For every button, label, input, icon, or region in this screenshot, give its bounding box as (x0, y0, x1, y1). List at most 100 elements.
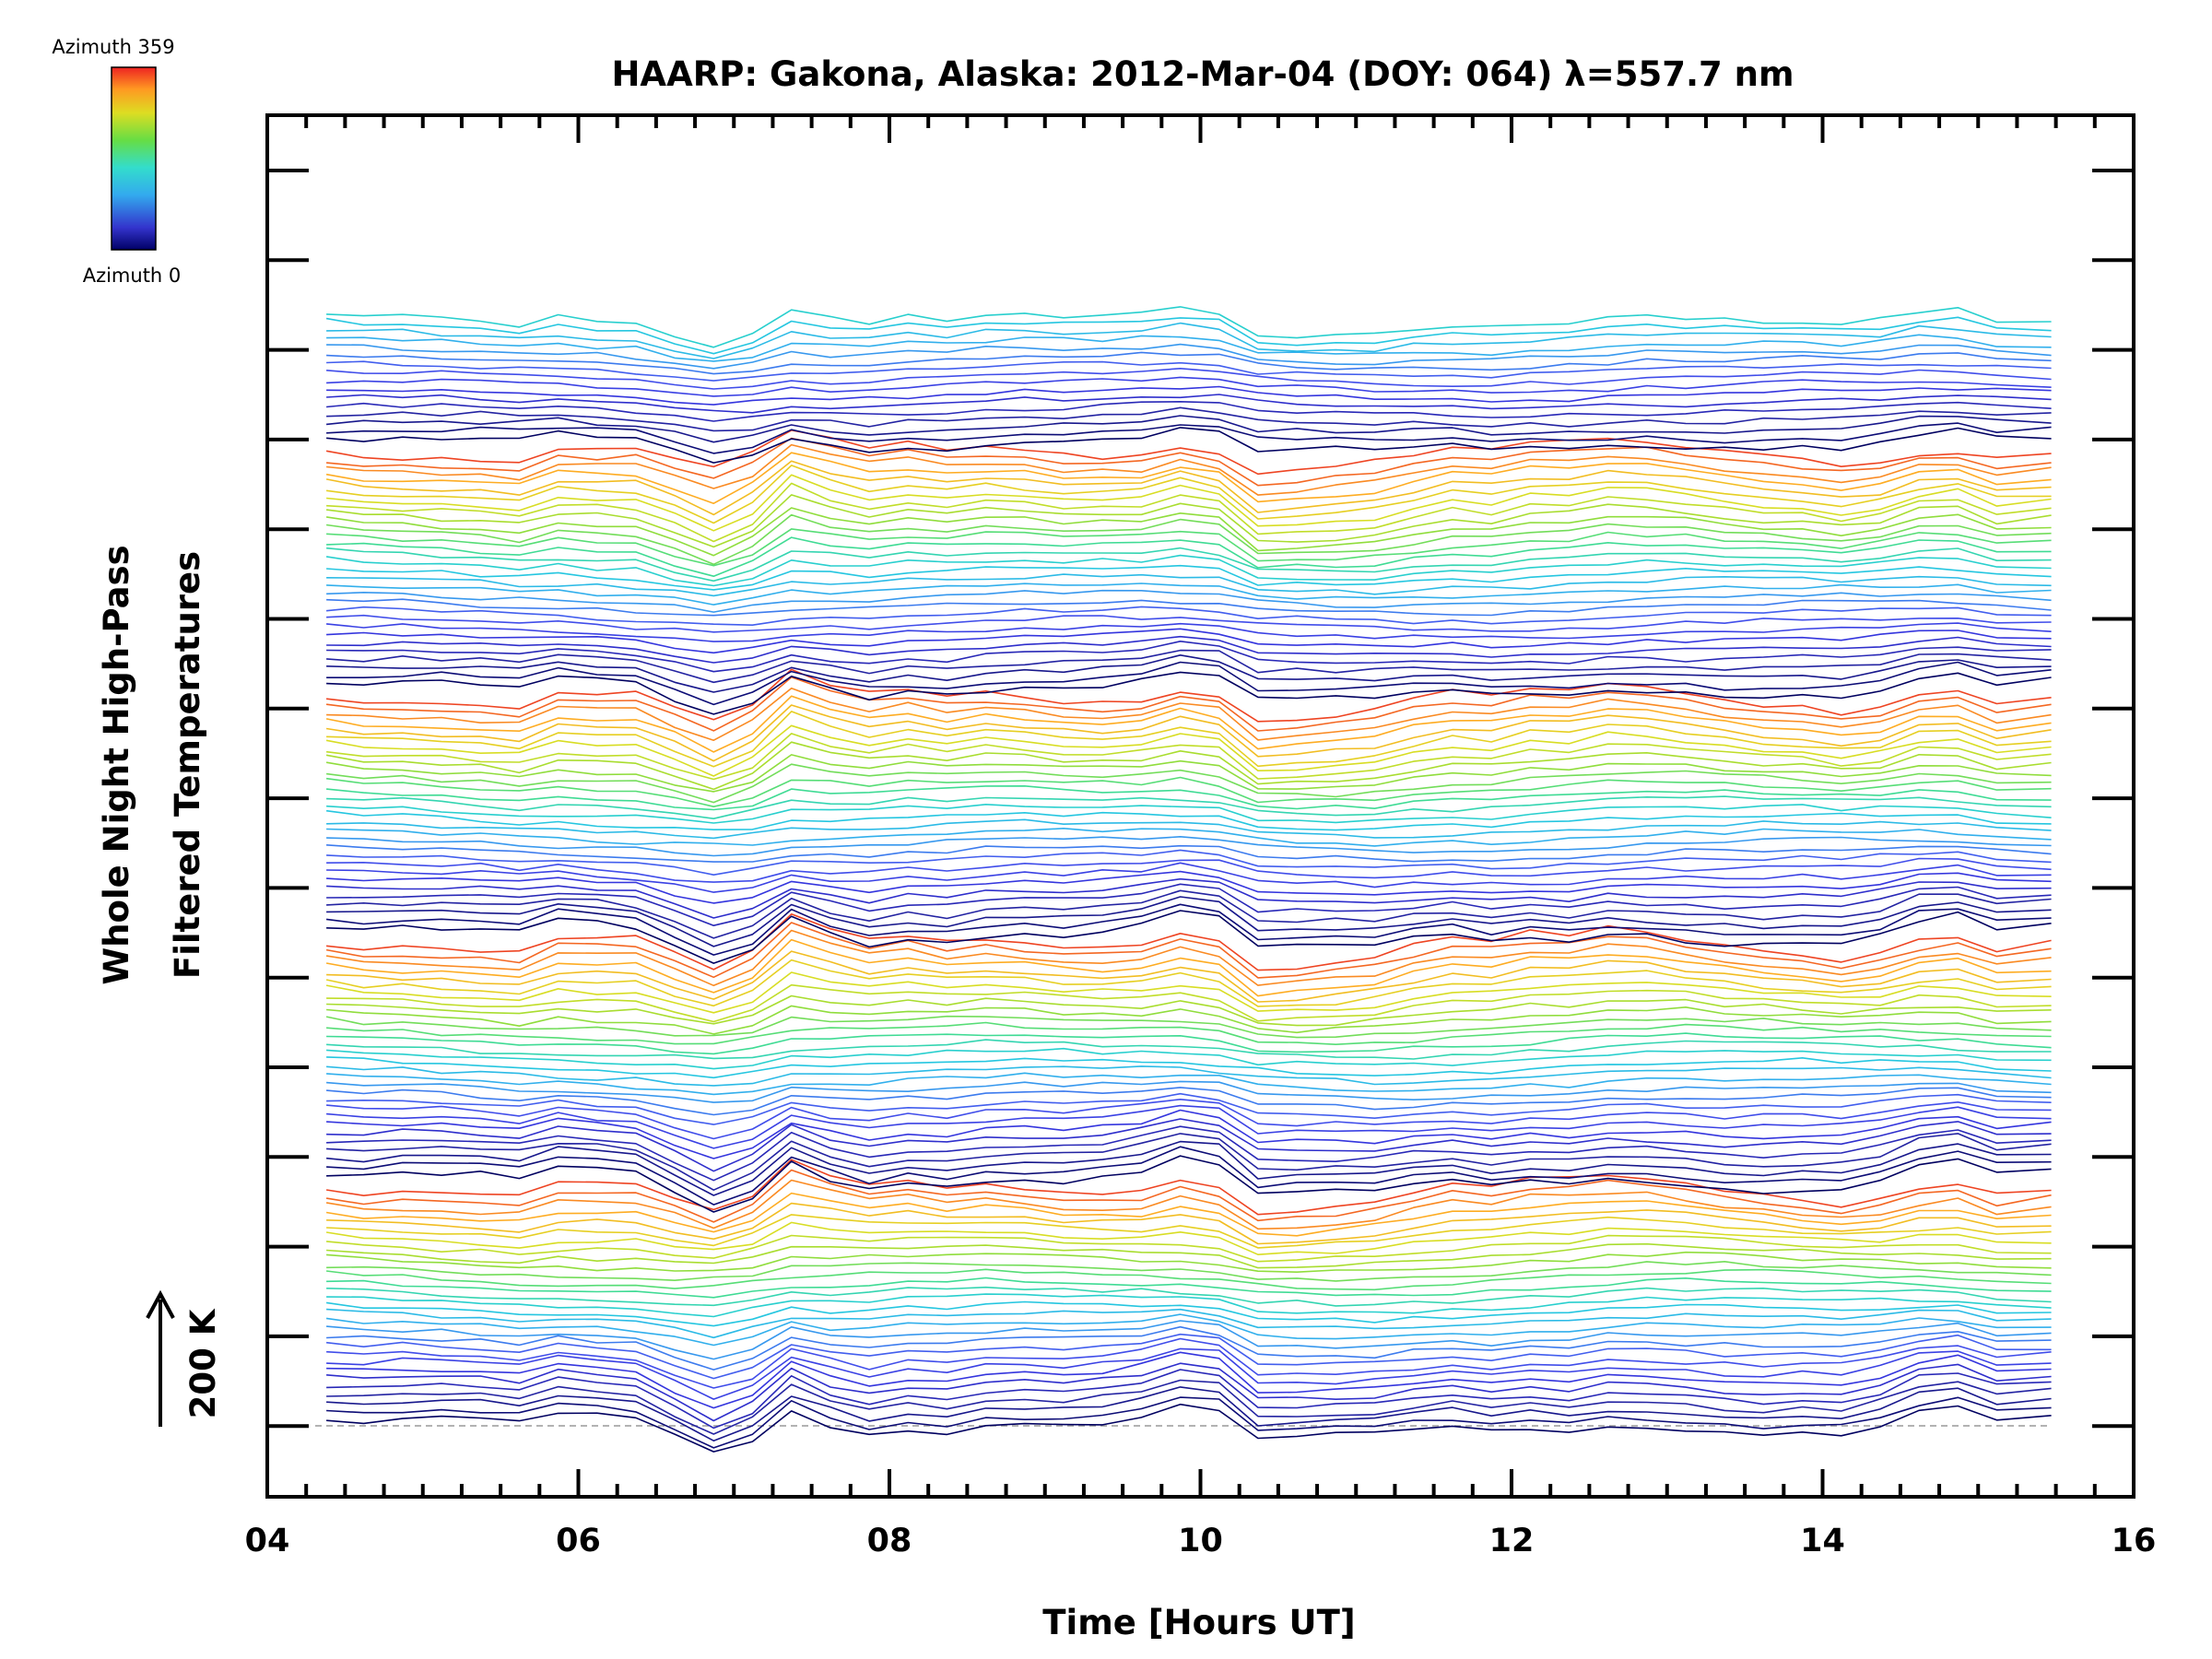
temperature-trace (326, 606, 2052, 627)
temperature-trace (326, 422, 2052, 454)
temperature-trace (326, 394, 2052, 414)
trace-group (325, 306, 2052, 1453)
temperature-trace (325, 929, 2052, 987)
temperature-trace (326, 763, 2052, 804)
x-axis-label: Time [Hours UT] (1042, 1603, 1355, 1642)
temperature-trace (326, 1021, 2052, 1045)
temperature-trace (326, 950, 2052, 1003)
temperature-trace (325, 1159, 2052, 1216)
temperature-trace (326, 406, 2052, 432)
temperature-trace (326, 573, 2052, 597)
temperature-trace (326, 870, 2052, 904)
temperature-trace (326, 671, 2052, 715)
temperature-trace (326, 1320, 2052, 1360)
temperature-trace (326, 862, 2052, 893)
colorbar-bottom-label: Azimuth 0 (83, 265, 182, 287)
temperature-trace (326, 598, 2052, 617)
temperature-trace (326, 1386, 2052, 1441)
temperature-trace (325, 809, 2052, 831)
temperature-trace (325, 704, 2052, 762)
temperature-trace (326, 835, 2052, 857)
temperature-trace (326, 1347, 2052, 1400)
temperature-trace (325, 452, 2052, 505)
temperature-trace (326, 994, 2052, 1027)
x-tick-labels: 04 06 08 10 12 14 16 (245, 1523, 2157, 1559)
temperature-trace (326, 547, 2052, 582)
temperature-trace (326, 536, 2052, 578)
temperature-trace (326, 334, 2052, 362)
temperature-trace (326, 1072, 2052, 1096)
temperature-trace (326, 437, 2052, 487)
scale-label: 200 K (183, 1308, 223, 1418)
temperature-trace (326, 582, 2052, 606)
temperature-trace (326, 1118, 2052, 1172)
scale-arrow-icon (146, 1289, 175, 1427)
temperature-trace (325, 922, 2052, 979)
temperature-trace (326, 1293, 2052, 1318)
temperature-trace (326, 528, 2052, 567)
temperature-trace (326, 360, 2052, 382)
temperature-trace (325, 971, 2052, 1014)
temperature-trace (325, 465, 2052, 524)
chart-title: HAARP: Gakona, Alaska: 2012-Mar-04 (DOY:… (611, 54, 1794, 94)
temperature-trace (326, 385, 2052, 406)
temperature-trace (326, 857, 2052, 883)
axis-ticks (265, 115, 2136, 1497)
temperature-trace (326, 376, 2052, 397)
temperature-trace (326, 668, 2052, 723)
temperature-trace (326, 653, 2052, 693)
temperature-trace (326, 1005, 2052, 1035)
temperature-trace (326, 661, 2052, 706)
temperature-trace (326, 415, 2052, 443)
colorbar-top-label: Azimuth 359 (52, 36, 174, 58)
temperature-trace (326, 1403, 2052, 1453)
temperature-trace (326, 896, 2052, 947)
temperature-trace (326, 803, 2052, 824)
temperature-trace (325, 1192, 2052, 1237)
temperature-trace (326, 1261, 2052, 1282)
x-tick-label: 06 (556, 1523, 601, 1559)
temperature-trace (326, 1277, 2052, 1299)
temperature-trace (325, 1015, 2052, 1039)
temperature-trace (326, 564, 2052, 591)
temperature-trace (326, 1104, 2052, 1149)
temperature-trace (326, 1333, 2052, 1380)
temperature-trace (326, 844, 2052, 863)
temperature-trace (326, 1133, 2052, 1191)
temperature-trace (326, 1325, 2052, 1371)
temperature-trace (326, 1379, 2052, 1435)
temperature-trace (326, 443, 2052, 496)
temperature-trace (326, 877, 2052, 919)
temperature-trace (326, 1268, 2052, 1291)
temperature-trace (326, 1308, 2052, 1339)
temperature-trace (325, 938, 2052, 997)
temperature-trace (326, 1146, 2052, 1206)
x-tick-label: 16 (2112, 1523, 2157, 1559)
temperature-trace (326, 1251, 2052, 1273)
temperature-trace (326, 784, 2052, 811)
temperature-trace (325, 513, 2052, 566)
temperature-trace (325, 959, 2052, 1007)
temperature-trace (326, 827, 2052, 847)
x-tick-label: 10 (1178, 1523, 1223, 1559)
temperature-trace (326, 1202, 2052, 1245)
temperature-trace (326, 889, 2052, 939)
temperature-trace (325, 1221, 2052, 1255)
temperature-trace (326, 903, 2052, 956)
temperature-trace (326, 400, 2052, 422)
temperature-trace (326, 1396, 2052, 1449)
temperature-trace (326, 622, 2052, 642)
temperature-trace (326, 1125, 2052, 1182)
temperature-trace (325, 554, 2052, 587)
temperature-trace (326, 322, 2052, 359)
temperature-trace (326, 1362, 2052, 1422)
x-tick-label: 14 (1800, 1523, 1845, 1559)
x-tick-label: 08 (867, 1523, 912, 1559)
temperature-trace (326, 589, 2052, 613)
temperature-trace (325, 754, 2052, 793)
temperature-trace (325, 460, 2052, 516)
temperature-trace (326, 1056, 2052, 1079)
temperature-trace (326, 427, 2052, 464)
temperature-trace (326, 474, 2052, 532)
temperature-trace (326, 1155, 2052, 1213)
